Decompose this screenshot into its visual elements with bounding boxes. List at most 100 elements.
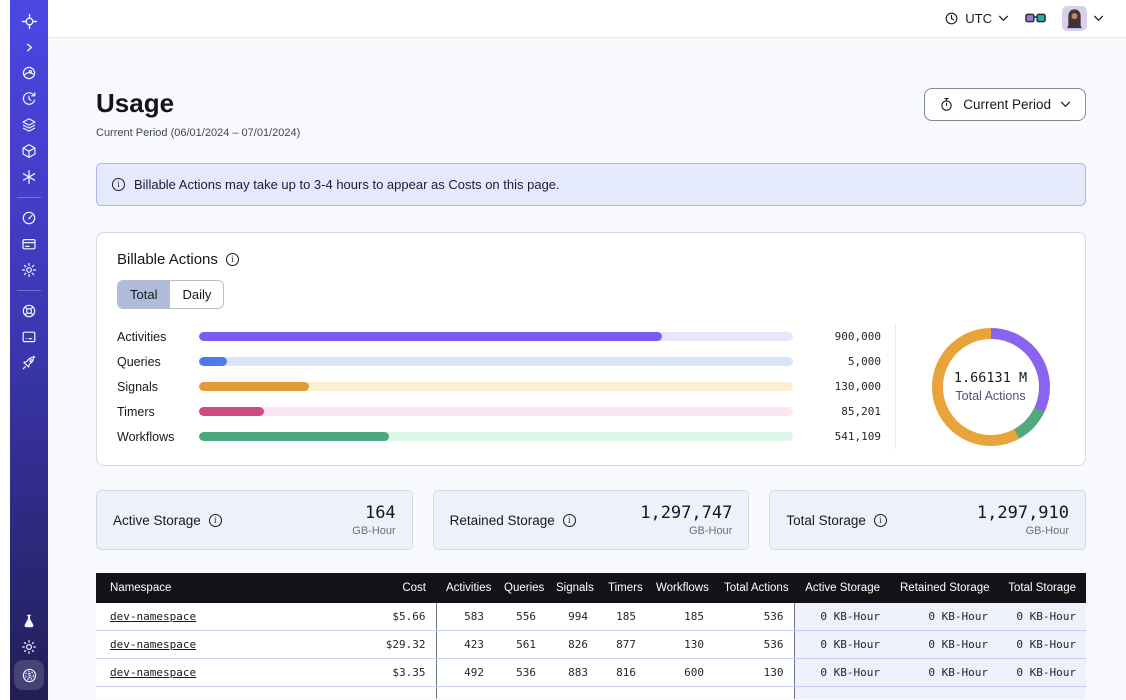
billable-actions-title: Billable Actions — [117, 251, 218, 268]
billing-icon[interactable] — [14, 231, 44, 257]
table-row-partial — [96, 686, 1086, 699]
topbar: UTC — [48, 0, 1126, 38]
temporal-logo-icon[interactable] — [14, 8, 44, 34]
cell-timers: 877 — [598, 630, 646, 659]
namespace-link[interactable]: dev-namespace — [110, 610, 197, 623]
nexus-icon[interactable] — [14, 164, 44, 190]
bar-value: 85,201 — [841, 405, 881, 418]
usage-icon[interactable] — [14, 205, 44, 231]
settings-gear-icon[interactable] — [14, 257, 44, 283]
cell-active-storage: 0 KB-Hour — [793, 658, 890, 687]
bar-fill — [199, 407, 265, 416]
current-period-button[interactable]: Current Period — [924, 88, 1086, 121]
info-icon[interactable]: i — [562, 513, 576, 527]
namespace-link[interactable]: dev-namespace — [110, 638, 197, 651]
total-actions-label: Total Actions — [955, 389, 1026, 403]
cell-retained-storage: 0 KB-Hour — [890, 658, 998, 687]
total-actions-donut: 1.66131 M Total Actions — [931, 327, 1050, 446]
theme-sun-icon[interactable] — [14, 634, 44, 660]
getting-started-rocket-icon[interactable] — [14, 350, 44, 376]
deployments-icon[interactable] — [14, 138, 44, 164]
timezone-selector[interactable]: UTC — [944, 11, 1009, 26]
bar-fill — [199, 432, 390, 441]
bar-value: 541,109 — [834, 430, 881, 443]
namespace-link[interactable]: dev-namespace — [110, 666, 197, 679]
content: Usage Current Period (06/01/2024 – 07/01… — [48, 38, 1126, 700]
bar-value: 5,000 — [847, 355, 881, 368]
tab-daily[interactable]: Daily — [169, 281, 224, 308]
total-storage-card: Total Storage i 1,297,910 GB-Hour — [769, 490, 1087, 550]
sidebar-divider — [17, 290, 41, 291]
storage-cards: Active Storage i 164 GB-Hour Retained St… — [96, 490, 1087, 550]
cell-signals: 883 — [546, 658, 598, 687]
labs-flask-icon[interactable] — [14, 608, 44, 634]
pricing-dollar-icon[interactable]: $ — [14, 660, 44, 690]
cell-retained-storage: 0 KB-Hour — [890, 630, 998, 659]
cell-total-actions: 536 — [714, 630, 794, 659]
feedback-monitor-icon[interactable] — [14, 324, 44, 350]
cell-total-storage: 0 KB-Hour — [998, 658, 1086, 687]
cell-active-storage: 0 KB-Hour — [793, 603, 890, 631]
chevron-down-icon — [1060, 101, 1071, 108]
billable-actions-card: Billable Actions i Total Daily Activitie… — [96, 232, 1086, 466]
storage-card-label: Retained Storage — [449, 512, 555, 528]
cell-signals: 994 — [546, 603, 598, 631]
support-lifebuoy-icon[interactable] — [14, 298, 44, 324]
stopwatch-icon — [941, 98, 952, 111]
clock-icon — [945, 12, 958, 25]
cell-total-storage: 0 KB-Hour — [998, 603, 1086, 631]
bar-track — [199, 332, 793, 341]
info-icon[interactable]: i — [873, 513, 887, 527]
col-activities: Activities — [436, 573, 494, 603]
page-title: Usage — [96, 88, 175, 118]
main-area: UTC Usage Current Period (06/01/2024 – 0… — [48, 0, 1126, 700]
bar-fill — [199, 332, 663, 341]
namespaces-icon[interactable] — [14, 60, 44, 86]
cell-queries: 561 — [494, 630, 546, 659]
total-actions-value: 1.66131 M — [953, 370, 1028, 386]
storage-card-label: Active Storage — [113, 512, 201, 528]
storage-card-value: 164 — [364, 503, 396, 523]
info-banner: i Billable Actions may take up to 3-4 ho… — [96, 163, 1086, 206]
col-retained-storage: Retained Storage — [890, 573, 998, 603]
billable-view-tabs: Total Daily — [117, 280, 225, 309]
sidebar: $ — [10, 0, 48, 700]
col-cost: Cost — [346, 573, 436, 603]
banner-text: Billable Actions may take up to 3-4 hour… — [134, 177, 560, 192]
cell-signals: 826 — [546, 630, 598, 659]
storage-card-unit: GB-Hour — [688, 525, 733, 537]
bar-track — [199, 357, 793, 366]
cell-activities: 583 — [435, 603, 494, 631]
chevron-down-icon — [998, 15, 1009, 22]
bar-label: Activities — [117, 329, 167, 344]
storage-card-value: 1,297,910 — [976, 503, 1070, 523]
bar-row-queries: Queries 5,000 — [117, 349, 881, 374]
info-icon[interactable]: i — [225, 253, 239, 266]
cell-retained-storage: 0 KB-Hour — [890, 603, 998, 631]
layers-icon[interactable] — [14, 112, 44, 138]
avatar — [1062, 6, 1087, 31]
cell-queries: 536 — [494, 658, 546, 687]
cell-total-actions: 536 — [714, 603, 794, 631]
bar-label: Workflows — [117, 429, 175, 444]
expand-chevron-icon[interactable] — [14, 34, 44, 60]
bar-label: Timers — [117, 404, 155, 419]
col-active-storage: Active Storage — [794, 573, 890, 603]
svg-text:$: $ — [27, 672, 31, 679]
user-menu[interactable] — [1062, 6, 1104, 31]
period-button-label: Current Period — [963, 97, 1051, 112]
cell-cost: $29.32 — [346, 630, 436, 659]
table-row: dev-namespace $5.66 583 556 994 185 185 … — [96, 603, 1086, 631]
bar-track — [199, 382, 793, 391]
tab-total[interactable]: Total — [118, 281, 170, 308]
cell-total-storage: 0 KB-Hour — [998, 630, 1086, 659]
storage-card-label: Total Storage — [786, 512, 866, 528]
dev-glasses-icon[interactable] — [1025, 13, 1046, 25]
storage-card-unit: GB-Hour — [352, 525, 396, 537]
table-row: dev-namespace $3.35 492 536 883 816 600 … — [96, 658, 1086, 687]
info-icon[interactable]: i — [208, 513, 222, 527]
bar-row-signals: Signals 130,000 — [117, 374, 881, 399]
bar-label: Queries — [117, 354, 161, 369]
cell-timers: 185 — [598, 603, 646, 631]
schedules-icon[interactable] — [14, 86, 44, 112]
